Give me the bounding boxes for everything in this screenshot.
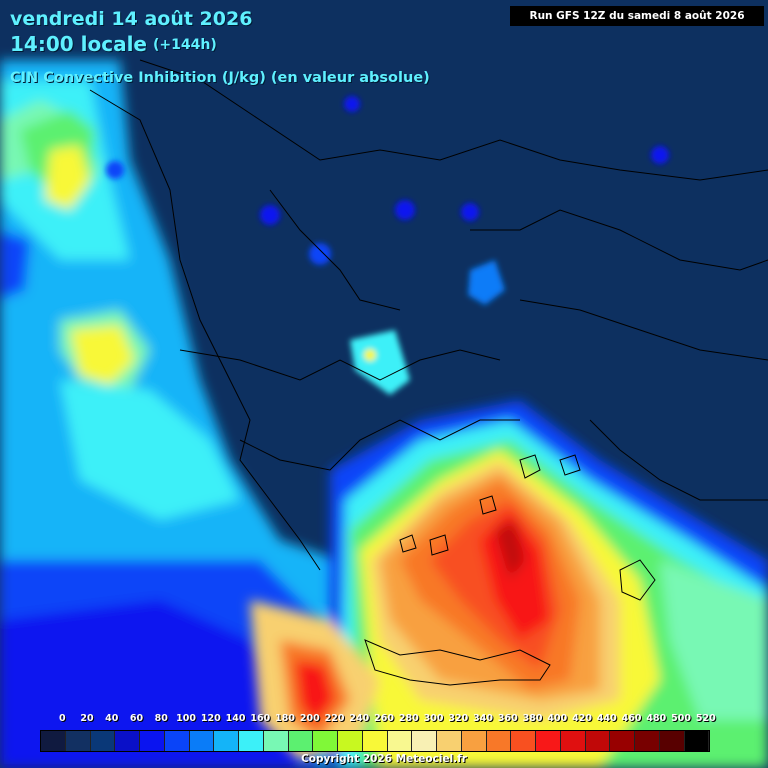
legend-label: 120 — [200, 713, 221, 724]
legend-swatch — [214, 731, 239, 751]
legend-swatch — [65, 731, 91, 751]
forecast-date: vendredi 14 août 2026 — [10, 8, 253, 30]
legend-swatch — [115, 731, 140, 751]
forecast-offset: (+144h) — [153, 37, 217, 53]
legend-swatch — [288, 731, 314, 751]
legend-swatch — [387, 731, 413, 751]
legend-label: 140 — [225, 713, 246, 724]
legend-label: 320 — [448, 713, 469, 724]
legend-label: 60 — [129, 713, 144, 724]
legend-label: 520 — [695, 713, 716, 724]
aegean-cin-field — [250, 400, 768, 768]
inland-cin-blobs — [106, 96, 669, 395]
legend-swatch — [41, 731, 66, 751]
legend-swatch — [164, 731, 190, 751]
legend-swatch — [486, 731, 512, 751]
legend-swatch — [263, 731, 289, 751]
legend-swatch — [560, 731, 586, 751]
legend-label: 180 — [275, 713, 295, 724]
legend-label: 220 — [324, 713, 345, 724]
legend-label: 0 — [58, 713, 66, 724]
model-run-label: Run GFS 12Z du samedi 8 août 2026 — [510, 6, 764, 26]
legend-label: 260 — [374, 713, 394, 724]
legend-label: 200 — [299, 713, 320, 724]
legend-swatch — [362, 731, 388, 751]
forecast-time: 14:00 locale (+144h) — [10, 32, 217, 56]
legend-swatch — [412, 731, 437, 751]
legend-label: 100 — [176, 713, 196, 724]
legend-swatch — [511, 731, 536, 751]
legend-label: 480 — [646, 713, 667, 724]
legend-label: 460 — [621, 713, 642, 724]
legend-label: 420 — [572, 713, 592, 724]
legend-swatch — [585, 731, 611, 751]
legend-swatch — [659, 731, 685, 751]
legend-color-bar — [40, 730, 711, 752]
legend-label: 360 — [497, 713, 518, 724]
legend-label: 300 — [423, 713, 444, 724]
legend-label: 40 — [105, 713, 119, 724]
legend-label: 80 — [154, 713, 168, 724]
legend-label: 280 — [398, 713, 419, 724]
legend-label: 400 — [547, 713, 568, 724]
legend-label: 440 — [596, 713, 617, 724]
legend-label: 20 — [80, 713, 94, 724]
legend-swatch — [461, 731, 487, 751]
parameter-title: CIN Convective Inhibition (J/kg) (en val… — [10, 70, 430, 86]
legend-label: 500 — [671, 713, 691, 724]
west-cin-field — [0, 60, 340, 768]
legend-swatch — [313, 731, 338, 751]
legend-swatch — [140, 731, 165, 751]
legend-swatch — [189, 731, 215, 751]
copyright-text: Copyright 2026 Meteociel.fr — [301, 753, 467, 765]
legend-swatch — [536, 731, 561, 751]
legend-swatch — [610, 731, 635, 751]
legend-label: 340 — [473, 713, 493, 724]
coastlines — [89, 59, 768, 686]
legend-label: 160 — [250, 713, 271, 724]
forecast-time-label: 14:00 locale — [10, 32, 147, 56]
legend-swatch — [90, 731, 116, 751]
legend-swatch — [239, 731, 264, 751]
legend-label: 380 — [522, 713, 543, 724]
legend-swatch — [635, 731, 660, 751]
legend-swatch — [437, 731, 462, 751]
legend-labels: 0 20 40 60 80 100 120 140 160 180 200 220 240 260 280 3… — [0, 713, 768, 727]
legend-swatch — [684, 731, 710, 751]
legend-swatch — [338, 731, 363, 751]
legend-label: 240 — [349, 713, 370, 724]
